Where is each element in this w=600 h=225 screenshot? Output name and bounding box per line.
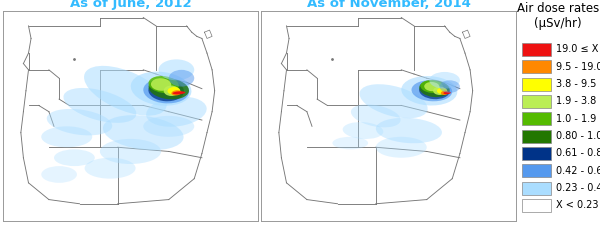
Title: As of November, 2014: As of November, 2014 [307,0,470,10]
Ellipse shape [343,122,383,139]
Ellipse shape [85,158,136,179]
Text: 0.80 - 1.0: 0.80 - 1.0 [556,131,600,141]
Text: 19.0 ≤ X: 19.0 ≤ X [556,45,599,54]
Ellipse shape [158,59,194,80]
Ellipse shape [143,116,194,137]
Ellipse shape [430,72,460,89]
FancyBboxPatch shape [522,112,551,125]
Ellipse shape [100,139,161,164]
Ellipse shape [433,87,446,95]
Ellipse shape [169,70,194,87]
Ellipse shape [419,80,449,97]
Ellipse shape [131,72,191,106]
Ellipse shape [151,78,171,91]
Ellipse shape [443,92,451,94]
FancyBboxPatch shape [522,147,551,160]
FancyBboxPatch shape [522,60,551,73]
FancyBboxPatch shape [522,95,551,108]
Text: 3.8 - 9.5: 3.8 - 9.5 [556,79,596,89]
Text: 0.42 - 0.61: 0.42 - 0.61 [556,166,600,176]
Ellipse shape [164,86,179,96]
Ellipse shape [146,97,206,127]
Text: X < 0.23: X < 0.23 [556,200,599,210]
FancyBboxPatch shape [522,43,551,56]
Ellipse shape [167,87,180,94]
FancyBboxPatch shape [522,130,551,143]
Ellipse shape [103,115,184,150]
Ellipse shape [172,90,181,95]
FancyBboxPatch shape [522,78,551,91]
Text: 1.0 - 1.9: 1.0 - 1.9 [556,114,596,124]
Ellipse shape [148,80,184,101]
Ellipse shape [148,76,179,93]
Ellipse shape [332,137,368,149]
Ellipse shape [41,166,77,183]
Ellipse shape [47,109,112,135]
Text: 1.9 - 3.8: 1.9 - 3.8 [556,97,596,106]
Ellipse shape [419,82,449,99]
Ellipse shape [401,76,457,106]
Text: Air dose rates
(μSv/hr): Air dose rates (μSv/hr) [517,2,599,30]
Ellipse shape [41,126,92,147]
Title: As of June, 2012: As of June, 2012 [70,0,191,10]
Ellipse shape [84,66,167,116]
Ellipse shape [412,80,452,101]
Ellipse shape [424,82,439,91]
Ellipse shape [351,104,401,127]
FancyBboxPatch shape [522,182,551,195]
Ellipse shape [64,88,136,123]
Ellipse shape [376,137,427,158]
Text: 0.23 - 0.42: 0.23 - 0.42 [556,183,600,193]
Ellipse shape [359,84,428,118]
Ellipse shape [437,88,447,94]
Ellipse shape [421,80,443,93]
Text: 0.61 - 0.80: 0.61 - 0.80 [556,148,600,158]
Ellipse shape [441,91,448,95]
Ellipse shape [54,149,95,166]
Ellipse shape [149,78,189,99]
FancyBboxPatch shape [522,164,551,177]
Ellipse shape [440,80,460,93]
Text: 9.5 - 19.0: 9.5 - 19.0 [556,62,600,72]
Ellipse shape [376,118,442,143]
Ellipse shape [173,91,185,94]
Ellipse shape [143,78,189,103]
FancyBboxPatch shape [522,199,551,212]
